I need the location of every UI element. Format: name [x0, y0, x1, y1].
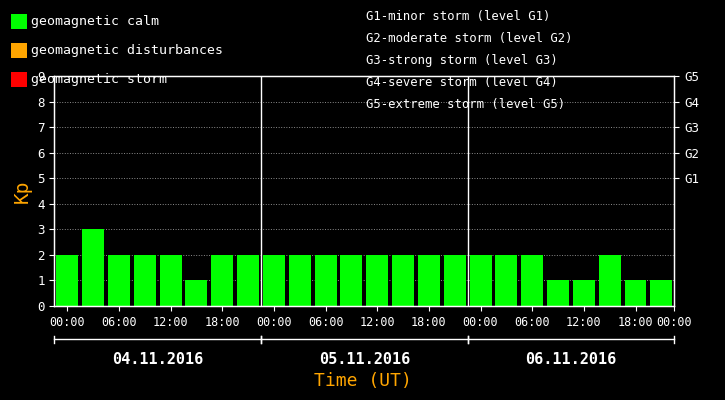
Bar: [573, 280, 594, 306]
Text: 05.11.2016: 05.11.2016: [319, 352, 410, 367]
Bar: [315, 255, 336, 306]
Bar: [237, 255, 259, 306]
Y-axis label: Kp: Kp: [12, 179, 32, 203]
Bar: [160, 255, 181, 306]
Bar: [263, 255, 285, 306]
Bar: [392, 255, 414, 306]
Bar: [134, 255, 156, 306]
Text: geomagnetic calm: geomagnetic calm: [31, 15, 160, 28]
Bar: [650, 280, 672, 306]
Bar: [444, 255, 465, 306]
Bar: [470, 255, 492, 306]
Text: G3-strong storm (level G3): G3-strong storm (level G3): [366, 54, 558, 67]
Bar: [108, 255, 130, 306]
Bar: [57, 255, 78, 306]
Bar: [82, 229, 104, 306]
Bar: [547, 280, 569, 306]
Bar: [418, 255, 440, 306]
Bar: [624, 280, 647, 306]
Bar: [211, 255, 233, 306]
Text: G4-severe storm (level G4): G4-severe storm (level G4): [366, 76, 558, 89]
Bar: [341, 255, 362, 306]
Text: G2-moderate storm (level G2): G2-moderate storm (level G2): [366, 32, 573, 45]
Bar: [186, 280, 207, 306]
Bar: [521, 255, 543, 306]
Text: G1-minor storm (level G1): G1-minor storm (level G1): [366, 10, 550, 23]
Text: 06.11.2016: 06.11.2016: [526, 352, 616, 367]
Text: 04.11.2016: 04.11.2016: [112, 352, 203, 367]
Bar: [366, 255, 388, 306]
Text: geomagnetic storm: geomagnetic storm: [31, 73, 167, 86]
Bar: [599, 255, 621, 306]
Bar: [495, 255, 518, 306]
Text: geomagnetic disturbances: geomagnetic disturbances: [31, 44, 223, 57]
Text: G5-extreme storm (level G5): G5-extreme storm (level G5): [366, 98, 566, 111]
Text: Time (UT): Time (UT): [313, 372, 412, 390]
Bar: [289, 255, 311, 306]
